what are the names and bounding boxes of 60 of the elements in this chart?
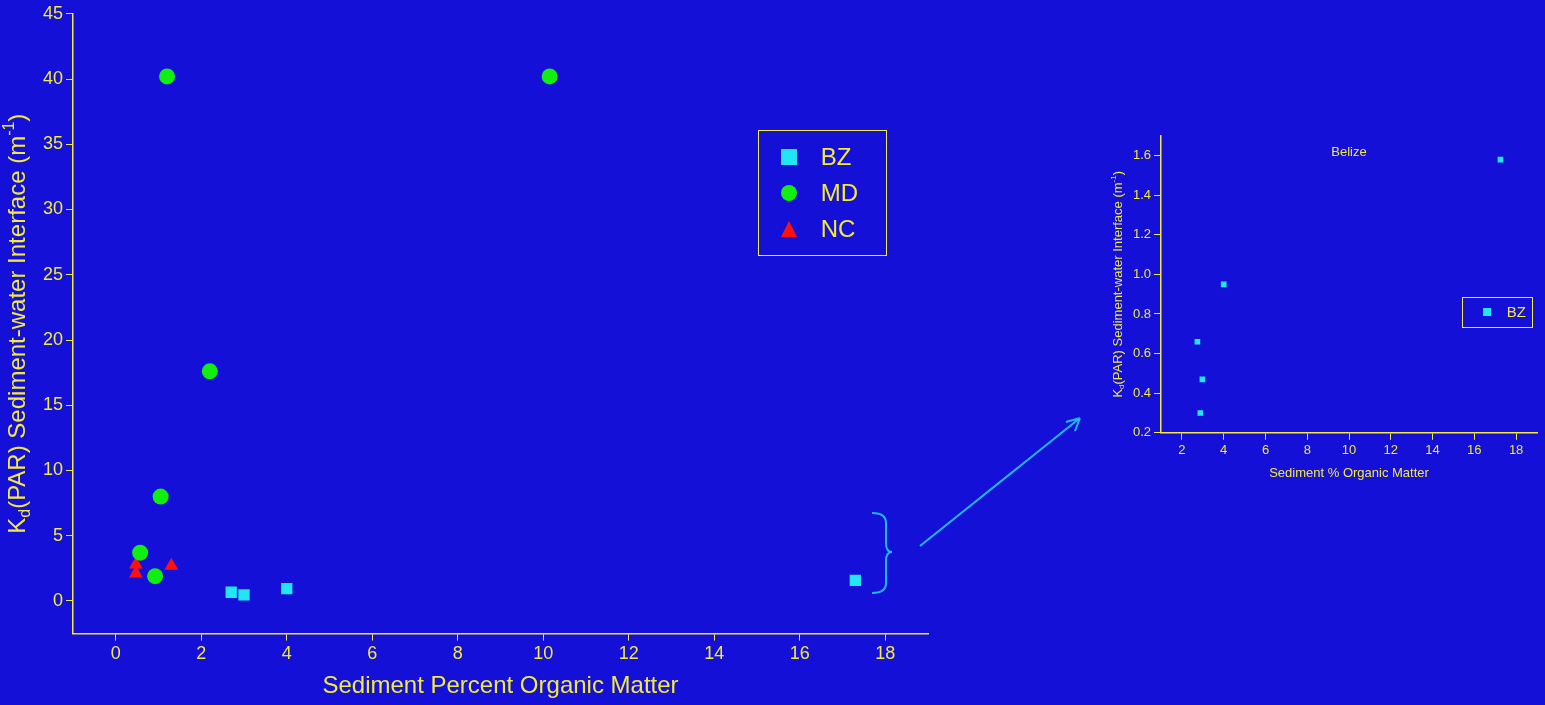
- x-tick-label: 4: [281, 643, 292, 664]
- x-tick-label: 16: [789, 643, 810, 664]
- point: [541, 68, 558, 85]
- x-tick-label: 4: [1220, 442, 1228, 458]
- point: [152, 488, 169, 505]
- y-axis-title: Kd(PAR) Sediment-water Interface (m-1): [0, 113, 33, 534]
- y-tick-label: 1.2: [1132, 226, 1152, 242]
- x-tick-label: 6: [367, 643, 378, 664]
- x-tick-label: 10: [533, 643, 554, 664]
- point: [1220, 281, 1227, 288]
- x-tick-label: 8: [452, 643, 463, 664]
- y-tick-label: 0: [53, 589, 64, 610]
- x-tick-label: 16: [1467, 442, 1482, 458]
- y-tick-label: 5: [53, 524, 64, 545]
- point: [164, 557, 179, 570]
- x-axis-title: Sediment % Organic Matter: [1269, 464, 1430, 480]
- x-tick-label: 12: [1383, 442, 1399, 458]
- point: [1197, 410, 1204, 416]
- point: [281, 582, 293, 595]
- x-tick-label: 8: [1303, 442, 1311, 458]
- y-tick-label: 1.6: [1132, 147, 1152, 163]
- x-axis-title: Sediment Percent Organic Matter: [322, 671, 679, 699]
- point: [201, 363, 218, 380]
- y-tick-label: 10: [42, 459, 64, 480]
- point: [225, 586, 237, 598]
- x-tick-label: 2: [1178, 442, 1186, 458]
- legend-label: BZ: [1506, 302, 1526, 322]
- x-tick-label: 18: [875, 643, 896, 664]
- legend-label: MD: [820, 178, 858, 208]
- y-tick-label: 0.4: [1132, 384, 1152, 400]
- x-tick-label: 14: [704, 643, 725, 664]
- y-tick-label: 25: [42, 263, 64, 284]
- y-tick-label: 45: [42, 2, 64, 23]
- y-tick-label: 0.6: [1132, 345, 1152, 361]
- x-tick-label: 14: [1425, 442, 1440, 458]
- x-tick-label: 12: [618, 643, 639, 664]
- y-tick-label: 30: [42, 198, 64, 219]
- x-tick-label: 2: [196, 643, 207, 664]
- y-tick-label: 20: [42, 328, 64, 349]
- point: [849, 574, 861, 587]
- y-tick-label: 35: [42, 133, 64, 154]
- point: [159, 68, 176, 85]
- y-tick-label: 0.2: [1132, 424, 1152, 440]
- legend-label: NC: [820, 214, 856, 244]
- x-tick-label: 18: [1508, 442, 1524, 458]
- annotation: Belize: [1331, 143, 1367, 159]
- x-tick-label: 6: [1261, 442, 1270, 458]
- x-tick-label: 0: [110, 643, 121, 664]
- point: [147, 568, 164, 585]
- point: [1194, 338, 1201, 345]
- point: [238, 589, 250, 601]
- y-tick-label: 0.8: [1132, 305, 1152, 321]
- x-tick-label: 10: [1341, 442, 1357, 458]
- point: [132, 544, 149, 561]
- y-tick-label: 1.4: [1132, 186, 1152, 202]
- y-tick-label: 1.0: [1132, 265, 1152, 281]
- y-tick-label: 15: [42, 394, 64, 415]
- y-tick-label: 40: [42, 68, 64, 89]
- legend-label: BZ: [820, 142, 852, 172]
- y-axis-title: Kd(PAR) Sediment-water Interface (m-1): [1108, 170, 1127, 398]
